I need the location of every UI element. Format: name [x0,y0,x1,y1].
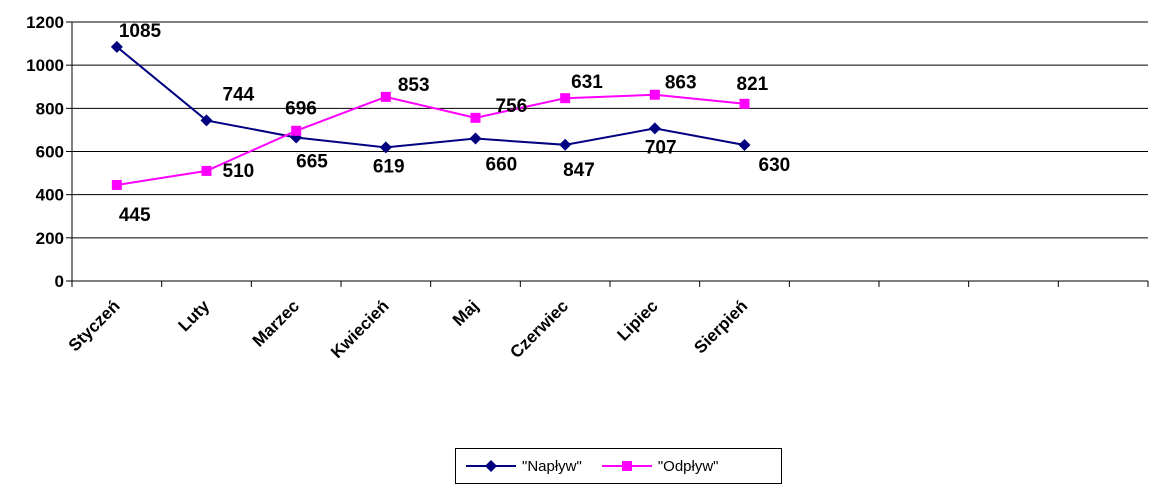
odplyw-point-7 [739,98,750,109]
odplyw-data-label-3: 853 [398,75,430,96]
napplyw-data-label-0: 1085 [119,21,162,42]
napplyw-point-1 [200,114,213,127]
diamond-marker-icon [466,460,516,472]
x-tick-label-6: Lipiec [613,296,661,344]
odplyw-point-4 [470,112,481,123]
napplyw-point-5 [559,138,572,151]
odplyw-data-label-1: 510 [223,161,255,182]
gridlines [72,21,1148,239]
x-tick-label-7: Sierpień [690,296,751,357]
x-tick-label-0: Styczeń [65,296,124,355]
y-tick-label-1000: 1000 [26,56,64,75]
series-line-0 [116,46,745,149]
y-tick-label-200: 200 [36,229,64,248]
napplyw-point-0 [110,40,123,53]
napplyw-data-label-6: 707 [645,137,677,158]
odplyw-data-label-2: 665 [296,151,328,172]
odplyw-data-label-7: 821 [737,74,769,95]
legend-label-0: "Napływ" [522,457,582,475]
x-tick-label-5: Czerwiec [506,296,572,362]
odplyw-point-6 [649,89,660,100]
napplyw-data-label-7: 630 [759,155,791,176]
legend-label-1: "Odpływ" [657,457,719,475]
odplyw-point-3 [380,91,391,102]
series-group [110,40,751,190]
x-tick-label-4: Maj [449,296,482,329]
napplyw-data-label-5: 847 [563,160,595,181]
napplyw-point-7 [738,139,751,152]
napplyw-point-3 [379,141,392,154]
odplyw-point-0 [111,179,122,190]
y-tick-label-800: 800 [36,99,64,118]
odplyw-point-2 [291,125,302,136]
x-axis: Styczeń Luty Marzec Kwiecień Maj Czerwiec Lipi… [65,280,1149,362]
napplyw-point-4 [469,132,482,145]
data-labels: 1085 445 744 510 696 665 619 853 660 756 847 631 707… [119,21,790,226]
x-tick-label-3: Kwiecień [327,296,393,362]
odplyw-point-1 [201,165,212,176]
napplyw-data-label-2: 696 [285,98,317,119]
napplyw-data-label-4: 660 [486,155,518,176]
odplyw-data-label-6: 863 [665,73,697,94]
napplyw-point-6 [648,122,661,135]
x-tick-label-1: Luty [175,296,214,335]
odplyw-point-5 [560,93,571,104]
y-tick-label-0: 0 [55,272,64,291]
x-tick-label-2: Marzec [249,296,303,350]
legend: "Napływ" "Odpływ" [455,448,782,484]
odplyw-data-label-4: 756 [496,96,528,117]
legend-item-0: "Napływ" [464,458,582,475]
y-tick-label-1200: 1200 [26,13,64,32]
legend-item-1: "Odpływ" [600,458,719,475]
odplyw-data-label-5: 631 [571,72,603,93]
odplyw-data-label-0: 445 [119,205,151,226]
square-marker-icon [601,461,652,471]
series-line-1 [116,93,745,186]
napplyw-data-label-3: 619 [373,156,405,177]
napplyw-data-label-1: 744 [223,84,255,105]
y-tick-label-600: 600 [36,143,64,162]
y-tick-label-400: 400 [36,186,64,205]
y-axis: 0 200 400 600 800 1000 1200 [26,13,73,291]
